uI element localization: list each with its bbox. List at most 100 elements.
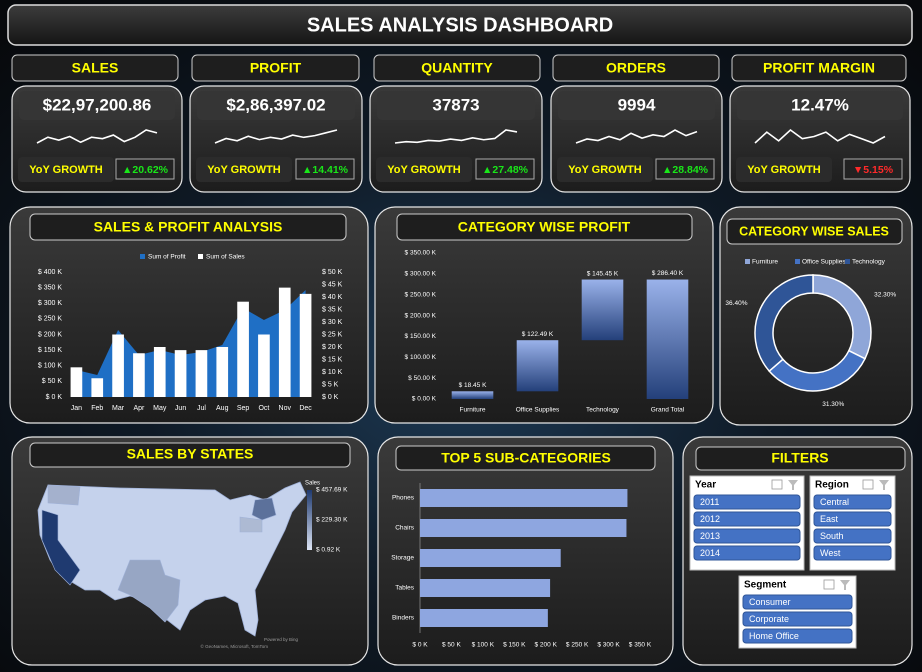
slicer-item[interactable] [742, 628, 853, 644]
chart-title: SALES BY STATES [127, 446, 254, 462]
legend-swatch [198, 254, 203, 259]
y-tick-label: Tables [395, 585, 415, 592]
bar [581, 279, 624, 341]
state-region [41, 509, 81, 586]
kpi-value-box [737, 91, 903, 120]
y2-tick-label: $ 0 K [322, 394, 339, 401]
bar [91, 378, 104, 397]
bar [195, 350, 208, 397]
legend-swatch [795, 259, 800, 264]
y-tick-label: $ 350.00 K [405, 250, 437, 257]
y2-tick-label: $ 30 K [322, 319, 343, 326]
bar [70, 367, 83, 397]
yoy-box [736, 157, 832, 182]
y-tick-label: $ 300.00 K [405, 271, 437, 278]
x-tick-label: Aug [216, 405, 229, 412]
x-tick-label: Apr [133, 405, 145, 412]
x-tick-label: $ 250 K [566, 642, 589, 649]
slicer-item-label[interactable]: 2013 [700, 531, 720, 541]
y2-tick-label: $ 40 K [322, 294, 343, 301]
slicer-item[interactable] [813, 494, 892, 510]
kpi-header [552, 54, 720, 82]
slicer-item[interactable] [742, 611, 853, 627]
slicer-item-label[interactable]: 2014 [700, 548, 720, 558]
slicer-item-label[interactable]: West [820, 548, 841, 558]
value-label: $ 122.49 K [522, 331, 554, 338]
slicer-icon[interactable] [823, 579, 835, 590]
y-tick-label: $ 350 K [38, 284, 62, 291]
growth-box [843, 158, 903, 180]
value-label: $ 286.40 K [652, 270, 684, 277]
x-tick-label: Grand Total [651, 407, 685, 414]
kpi-label: PROFIT [250, 60, 302, 76]
y-tick-label: $ 150.00 K [405, 333, 437, 340]
slicer-item[interactable] [813, 545, 892, 561]
kpi-label: PROFIT MARGIN [763, 60, 875, 76]
slicer-icon[interactable] [862, 479, 874, 490]
state-region [251, 497, 277, 521]
kpi-header [731, 54, 907, 82]
bar [237, 301, 249, 397]
slicer-item[interactable] [693, 528, 801, 544]
kpi-value: 12.47% [791, 95, 849, 114]
kpi-header [373, 54, 541, 82]
scale-label: $ 0.92 K [316, 547, 341, 554]
kpi-header [191, 54, 360, 82]
x-tick-label: Jul [197, 405, 206, 412]
kpi-label: QUANTITY [421, 60, 493, 76]
y-tick-label: $ 250 K [38, 316, 62, 323]
y-tick-label: $ 200 K [38, 331, 62, 338]
growth-box [115, 158, 175, 180]
panel-header [695, 446, 906, 471]
chart-title: CATEGORY WISE PROFIT [458, 219, 631, 235]
x-tick-label: Office Supplies [516, 407, 560, 414]
legend-swatch [745, 259, 750, 264]
bar [299, 293, 312, 397]
slicer-item-label[interactable]: Consumer [749, 597, 791, 607]
slicer-item-label[interactable]: 2011 [700, 497, 719, 507]
bar [451, 391, 494, 399]
panel [374, 206, 714, 424]
slicer-item-label[interactable]: East [820, 514, 839, 524]
title-bar [7, 4, 913, 46]
growth-value: ▲14.41% [302, 164, 349, 176]
x-tick-label: $ 150 K [503, 642, 526, 649]
panel-header [395, 445, 656, 471]
slicer-icon[interactable] [771, 479, 783, 490]
panel-header [29, 442, 351, 468]
y-tick-label: $ 0.00 K [412, 396, 437, 403]
slicer-item-label[interactable]: 2012 [700, 514, 720, 524]
y-tick-label: $ 300 K [38, 300, 62, 307]
slicer-item[interactable] [693, 511, 801, 527]
chart-title: SALES & PROFIT ANALYSIS [94, 219, 283, 235]
slicer-item-label[interactable]: South [820, 531, 844, 541]
panel-header [29, 213, 347, 241]
slicer-item[interactable] [693, 494, 801, 510]
slicer-clear-icon[interactable] [840, 580, 850, 590]
slicer-item-label[interactable]: Home Office [749, 631, 799, 641]
attribution: © GeoNames, Microsoft, TomTom [201, 643, 269, 649]
value-label: $ 145.45 K [587, 270, 619, 277]
y-tick-label: Phones [392, 495, 415, 502]
bar [278, 287, 291, 397]
slicer-item[interactable] [813, 511, 892, 527]
bar [516, 340, 559, 392]
x-tick-label: $ 300 K [597, 642, 620, 649]
slicer-item[interactable] [693, 545, 801, 561]
x-tick-label: Mar [112, 405, 125, 412]
slicer-item[interactable] [813, 528, 892, 544]
slicer-item-label[interactable]: Corporate [749, 614, 789, 624]
y2-tick-label: $ 25 K [322, 331, 343, 338]
kpi-value: 9994 [618, 95, 656, 114]
chart-title: TOP 5 SUB-CATEGORIES [441, 450, 611, 466]
slicer-item[interactable] [742, 594, 853, 610]
slicer-clear-icon[interactable] [879, 480, 889, 490]
kpi-value-box [558, 91, 715, 120]
x-tick-label: $ 350 K [629, 642, 652, 649]
slicer-item-label[interactable]: Central [820, 497, 849, 507]
legend-label: Sum of Profit [148, 254, 186, 261]
value-label: 36.40% [725, 300, 747, 307]
x-tick-label: Dec [299, 405, 312, 412]
y2-tick-label: $ 10 K [322, 369, 343, 376]
slicer-clear-icon[interactable] [788, 480, 798, 490]
